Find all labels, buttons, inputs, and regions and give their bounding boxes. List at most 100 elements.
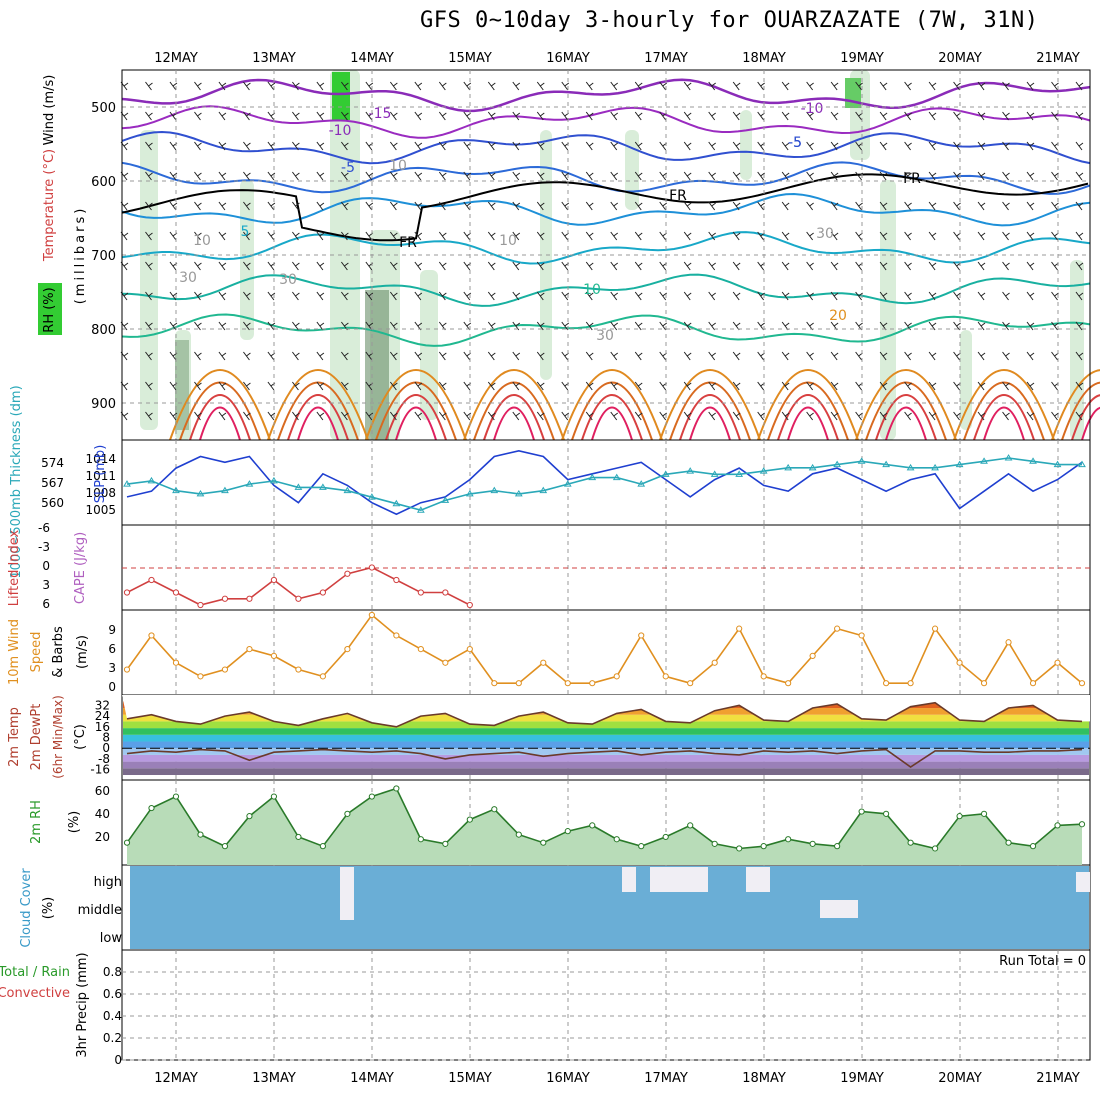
wind-barb <box>977 261 986 271</box>
wind-barb <box>806 411 814 421</box>
wind-barb <box>145 231 153 241</box>
rh2m-point <box>540 839 547 846</box>
wind-barb <box>781 171 790 181</box>
rh-shading <box>960 330 972 430</box>
wind-barb <box>904 261 912 271</box>
wind-barb <box>292 411 300 421</box>
wind-barb <box>928 171 937 181</box>
wind10-tick-label: 9 <box>108 623 116 637</box>
wind-barb <box>1075 141 1084 151</box>
wind-barb <box>634 321 643 331</box>
wind-barb <box>194 351 202 361</box>
wind-barb <box>1026 171 1035 181</box>
wind-barb <box>634 261 643 271</box>
contour-label: 30 <box>816 226 834 242</box>
isotherm-line <box>121 273 1091 307</box>
thickness-axis-label: 1000~500mb Thickness (dm) <box>9 385 24 578</box>
wind-barb <box>928 81 937 91</box>
warm-contour-arc <box>875 394 937 441</box>
wind-barb <box>977 111 986 121</box>
wind10-point <box>148 632 155 639</box>
wind10-unit-label: (m/s) <box>75 635 90 669</box>
warm-contour-arc <box>679 394 741 441</box>
thickness-point <box>123 480 131 487</box>
date-label-bottom: 21MAY <box>1036 1071 1080 1086</box>
wind-barb <box>389 171 398 181</box>
wind-barb <box>659 291 668 301</box>
contour-label: 10 <box>499 233 517 249</box>
contour-label: 5 <box>241 224 250 240</box>
wind-barb <box>487 201 496 211</box>
wind-barb <box>830 201 839 211</box>
wind-barb <box>806 201 814 211</box>
wind-barb <box>1075 81 1084 91</box>
wind-barb <box>243 111 251 121</box>
wind-barb <box>830 111 839 121</box>
wind-barb <box>1026 111 1035 121</box>
thickness-point <box>808 463 817 471</box>
wind-barb <box>414 261 423 271</box>
wind-barb <box>194 171 202 181</box>
wind10-point <box>834 625 841 632</box>
isotherm-line <box>121 78 1091 113</box>
wind-barb <box>634 81 643 91</box>
wind10-point <box>564 680 571 687</box>
wind-barb <box>536 111 545 121</box>
wind-barb <box>781 351 790 361</box>
lifted-index-point <box>393 576 400 584</box>
wind-barb <box>487 381 496 391</box>
temp-tick-label: -16 <box>90 763 110 777</box>
wind-barb <box>463 81 472 91</box>
temp-band <box>123 721 1089 729</box>
wind-barb <box>757 171 765 181</box>
wind-barb <box>977 231 986 241</box>
temp-band <box>123 741 1089 749</box>
cloud-gap <box>622 867 636 892</box>
wind-barb <box>438 231 447 241</box>
wind-barb <box>218 411 227 421</box>
rh2m-point <box>564 828 571 835</box>
wind-barb <box>438 81 447 91</box>
wind-barb <box>585 411 594 421</box>
wind-barb <box>855 291 863 301</box>
wind-barb <box>879 261 888 271</box>
wind-barb <box>389 141 398 151</box>
date-label-top: 20MAY <box>938 51 982 66</box>
wind-barb <box>1051 141 1059 151</box>
precip-total-label: Total / Rain <box>0 965 70 980</box>
wind-barb <box>145 321 153 331</box>
wind-barb <box>194 231 202 241</box>
panel-frame-precip <box>121 949 1091 1061</box>
date-label-top: 18MAY <box>742 51 786 66</box>
wind-barb <box>977 411 986 421</box>
precip-axis-label: 3hr Precip (mm) <box>75 952 90 1057</box>
rh2m-axis-label: 2m RH <box>29 800 44 844</box>
wind-barb <box>879 351 888 361</box>
wind-barb <box>512 171 521 181</box>
thickness-point <box>294 483 303 490</box>
wind-barb <box>512 381 521 391</box>
wind-barb <box>732 261 741 271</box>
thickness-point <box>392 499 401 507</box>
wind-barb <box>536 141 545 151</box>
wind-barb <box>928 111 937 121</box>
wind-barb <box>316 321 325 331</box>
wind-barb <box>879 81 888 91</box>
wind-barb <box>389 81 398 91</box>
wind-barb <box>536 261 545 271</box>
wind-barb <box>781 81 790 91</box>
rh2m-point <box>393 785 400 792</box>
wind-barb <box>904 201 912 211</box>
contour-label: FR <box>669 188 687 204</box>
rh2m-point <box>711 840 718 847</box>
rh2m-unit-label: (%) <box>67 811 82 834</box>
thickness-point <box>980 457 988 464</box>
isotherm-line <box>121 192 1091 227</box>
wind-barb <box>316 141 325 151</box>
wind-barb <box>928 291 937 301</box>
warm-contour-arc <box>983 406 1025 441</box>
warm-contour-arc <box>865 381 947 441</box>
wind10-line <box>126 613 1083 685</box>
millibars-axis-label: (millibars) <box>73 206 88 305</box>
rh2m-point <box>515 831 522 838</box>
